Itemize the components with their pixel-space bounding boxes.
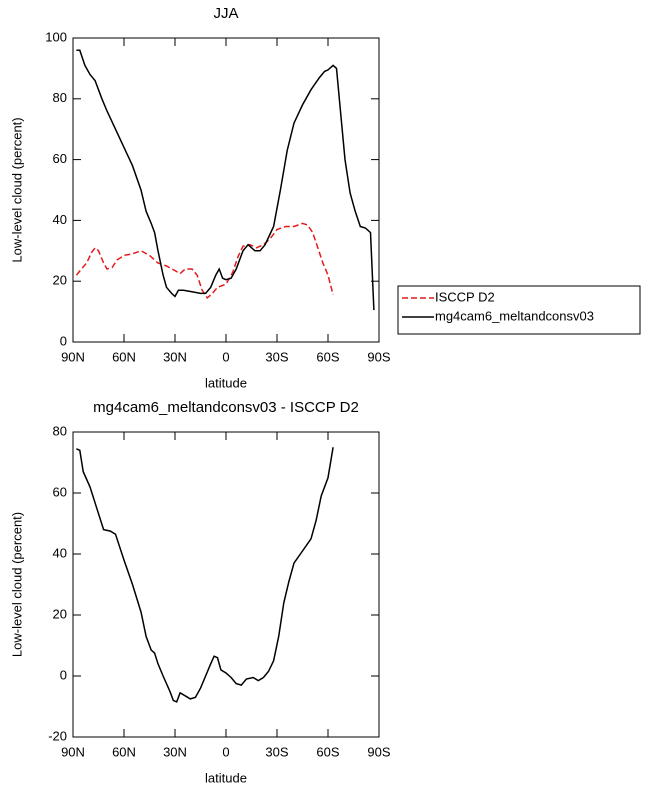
legend-box	[397, 285, 641, 335]
data-line	[75, 222, 334, 300]
x-tick-label: 60N	[112, 744, 136, 759]
y-axis-label: Low-level cloud (percent)	[9, 117, 24, 262]
data-line	[76, 49, 375, 311]
x-tick-label: 60N	[112, 349, 136, 364]
y-tick-label: 80	[53, 90, 67, 105]
y-tick-label: 40	[53, 212, 67, 227]
chart-title: mg4cam6_meltandconsv03 - ISCCP D2	[93, 399, 359, 416]
y-tick-label: 20	[53, 273, 67, 288]
x-tick-label: 30N	[163, 744, 187, 759]
plot-frame	[72, 37, 380, 343]
x-axis-label: latitude	[205, 770, 247, 785]
y-tick-label: 80	[53, 423, 67, 438]
x-tick-label: 0	[222, 744, 229, 759]
data-line	[76, 447, 334, 703]
legend-label: mg4cam6_meltandconsv03	[435, 308, 594, 323]
x-axis-label: latitude	[205, 375, 247, 390]
x-tick-label: 30N	[163, 349, 187, 364]
x-tick-label: 30S	[265, 744, 288, 759]
chart-title: JJA	[213, 5, 238, 22]
y-tick-label: -20	[48, 728, 67, 743]
y-tick-label: 60	[53, 151, 67, 166]
y-axis-label: Low-level cloud (percent)	[9, 512, 24, 657]
legend-label: ISCCP D2	[435, 289, 495, 304]
y-tick-label: 60	[53, 484, 67, 499]
x-tick-label: 90N	[61, 349, 85, 364]
x-tick-label: 90S	[367, 744, 390, 759]
plot-frame	[72, 431, 380, 738]
x-tick-label: 0	[222, 349, 229, 364]
x-tick-label: 30S	[265, 349, 288, 364]
y-tick-label: 0	[60, 333, 67, 348]
x-tick-label: 90N	[61, 744, 85, 759]
y-tick-label: 20	[53, 606, 67, 621]
x-tick-label: 90S	[367, 349, 390, 364]
x-tick-label: 60S	[316, 744, 339, 759]
x-tick-label: 60S	[316, 349, 339, 364]
y-tick-label: 40	[53, 545, 67, 560]
y-tick-label: 0	[60, 667, 67, 682]
y-tick-label: 100	[45, 29, 67, 44]
